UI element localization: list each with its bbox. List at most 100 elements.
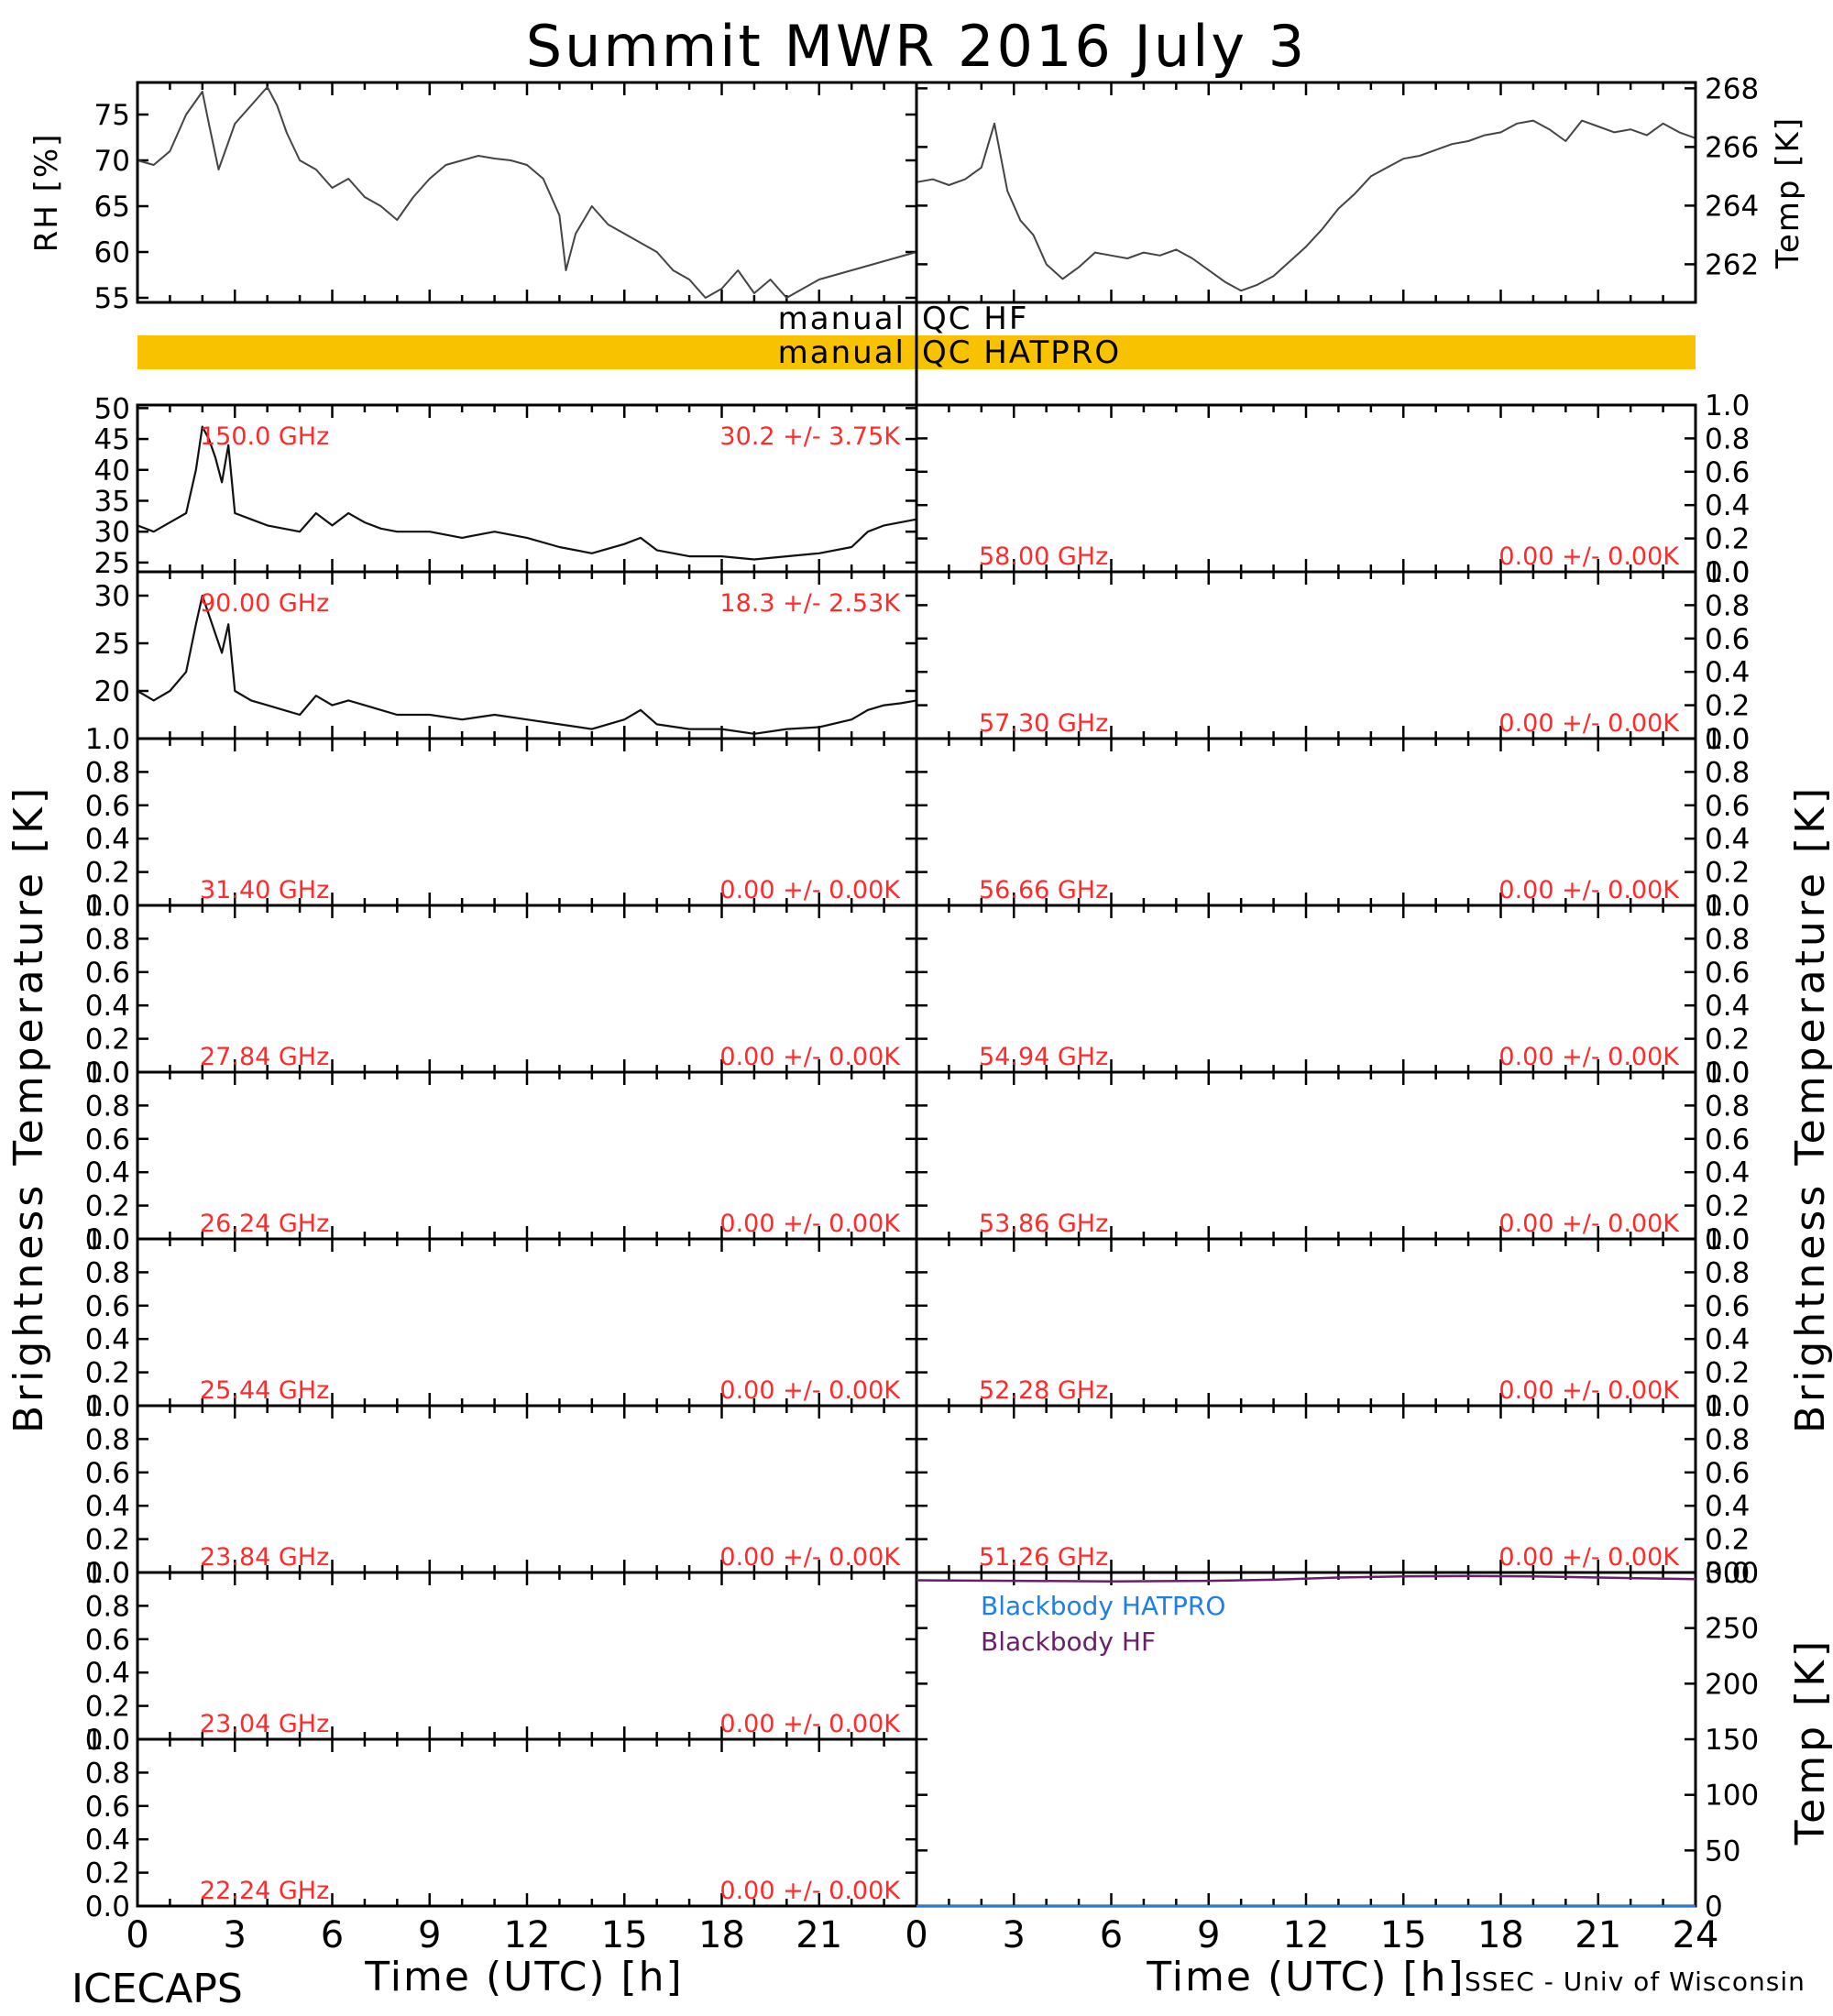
y-tick-label: 0.4 xyxy=(85,990,130,1023)
y-tick-label: 0.2 xyxy=(1705,1524,1750,1557)
met-left-frame xyxy=(136,81,918,304)
y-tick-label: 0.2 xyxy=(85,1024,130,1057)
y-tick-label: 0.4 xyxy=(1705,1323,1750,1356)
y-tick-label: 1.0 xyxy=(85,1223,130,1256)
y-tick-label: 0.8 xyxy=(85,1757,130,1790)
y-tick-label: 1.0 xyxy=(85,1057,130,1090)
y-tick-label: 0.2 xyxy=(1705,857,1750,890)
panel-ch-58.00-stat-label: 0.00 +/- 0.00K xyxy=(1498,542,1680,571)
y-tick-label: 0.0 xyxy=(1705,556,1750,589)
x-tick-label: 21 xyxy=(796,1914,842,1956)
panel-ch-90-channel-label: 90.00 GHz xyxy=(200,589,329,618)
y-tick-label: 0.0 xyxy=(85,1557,130,1590)
y-tick-label: 0.0 xyxy=(1705,1557,1750,1590)
x-tick-label: 6 xyxy=(1100,1914,1123,1956)
x-tick-label: 21 xyxy=(1575,1914,1621,1956)
panel-ch-90-yticks: 20 25 30 xyxy=(94,580,916,708)
x-tick-label: 0 xyxy=(126,1914,148,1956)
panel-ch-25.44-yticks: 0.00.20.40.60.81.0 xyxy=(85,1223,916,1423)
y-tick-label: 0.6 xyxy=(1705,957,1750,990)
panel-ch-23.84-yticks: 0.00.20.40.60.81.0 xyxy=(85,1390,916,1590)
y-tick-label: 30 xyxy=(94,580,130,613)
y-tick-label: 1.0 xyxy=(1705,1390,1750,1423)
y-tick-label: 264 xyxy=(1705,190,1759,223)
y-tick-label: 0.0 xyxy=(1705,1223,1750,1256)
y-tick-label: 0.4 xyxy=(1705,1490,1750,1523)
y-tick-label: 0.2 xyxy=(1705,1357,1750,1390)
panel-ch-56.66-stat-label: 0.00 +/- 0.00K xyxy=(1498,876,1680,904)
panel-ch-27.84-stat-label: 0.00 +/- 0.00K xyxy=(719,1043,901,1071)
y-tick-label: 0.8 xyxy=(85,1590,130,1623)
panel-ch-58.00-xticks xyxy=(915,405,1697,572)
y-tick-label: 0.8 xyxy=(1705,923,1750,956)
panel-ch-31.40-xticks xyxy=(136,739,918,905)
panel-ch-26.24-yticks: 0.00.20.40.60.81.0 xyxy=(85,1057,916,1256)
panel-ch-25.44-channel-label: 25.44 GHz xyxy=(200,1376,329,1405)
y-tick-label: 0.6 xyxy=(1705,790,1750,823)
y-tick-label: 0.6 xyxy=(85,790,130,823)
y-tick-label: 0.8 xyxy=(85,1256,130,1289)
y-tick-label: 268 xyxy=(1705,72,1759,105)
y-tick-label: 0.4 xyxy=(85,1323,130,1356)
y-tick-label: 70 xyxy=(94,145,130,178)
y-tick-label: 262 xyxy=(1705,248,1759,281)
x-tick-label: 18 xyxy=(698,1914,745,1956)
y-tick-label: 0.8 xyxy=(85,756,130,789)
x-tick-label: 0 xyxy=(905,1914,927,1956)
y-tick-label: 0.6 xyxy=(85,1123,130,1156)
panel-ch-31.40-channel-label: 31.40 GHz xyxy=(200,876,329,904)
y-tick-label: 0.6 xyxy=(85,1791,130,1824)
y-tick-label: 0.0 xyxy=(85,1390,130,1423)
y-tick-label: 0.4 xyxy=(1705,990,1750,1023)
y-tick-label: 35 xyxy=(94,485,130,518)
y-tick-label: 0.2 xyxy=(1705,1024,1750,1057)
y-tick-label: 1.0 xyxy=(85,723,130,756)
y-tick-label: 0.8 xyxy=(1705,1423,1750,1456)
brightness-temperature-label-left: Brightness Temperature [K] xyxy=(5,784,52,1433)
blackbody-temp-axis-label: Temp [K] xyxy=(1787,1638,1833,1846)
met-right-line xyxy=(916,119,1696,292)
y-tick-label: 1.0 xyxy=(85,890,130,923)
brightness-temperature-label-right: Brightness Temperature [K] xyxy=(1787,784,1833,1433)
qc-hf-label: QC HF xyxy=(922,301,1028,337)
y-tick-label: 0.0 xyxy=(85,890,130,923)
y-tick-label: 100 xyxy=(1705,1780,1759,1813)
y-tick-label: 0.6 xyxy=(1705,456,1750,489)
legend-entry-1: Blackbody HF xyxy=(981,1627,1156,1657)
y-tick-label: 0.4 xyxy=(85,1490,130,1523)
panel-ch-22.24-stat-label: 0.00 +/- 0.00K xyxy=(719,1877,901,1905)
y-tick-label: 1.0 xyxy=(85,1390,130,1423)
panel-ch-27.84-xticks xyxy=(136,905,918,1072)
y-tick-label: 75 xyxy=(94,99,130,132)
y-tick-label: 0.8 xyxy=(1705,1090,1750,1123)
y-tick-label: 150 xyxy=(1705,1724,1759,1757)
x-tick-label: 9 xyxy=(418,1914,441,1956)
x-tick-label: 12 xyxy=(1283,1914,1330,1956)
y-tick-label: 0.8 xyxy=(85,923,130,956)
panel-ch-53.86-channel-label: 53.86 GHz xyxy=(979,1210,1108,1238)
panel-ch-52.28-stat-label: 0.00 +/- 0.00K xyxy=(1498,1376,1680,1405)
panel-ch-57.30-stat-label: 0.00 +/- 0.00K xyxy=(1498,709,1680,738)
y-tick-label: 50 xyxy=(1705,1835,1740,1868)
panel-ch-22.24-channel-label: 22.24 GHz xyxy=(200,1877,329,1905)
y-tick-label: 0.2 xyxy=(85,1357,130,1390)
panel-ch-22.24-xticks xyxy=(136,1739,918,1906)
panel-ch-52.28-xticks xyxy=(915,1239,1697,1406)
legend-entry-0: Blackbody HATPRO xyxy=(981,1591,1225,1621)
y-tick-label: 0.8 xyxy=(1705,1256,1750,1289)
y-tick-label: 0.4 xyxy=(85,823,130,856)
panel-ch-57.30-yticks: 0.00.20.40.60.81.0 xyxy=(916,556,1750,756)
panel-ch-150-channel-label: 150.0 GHz xyxy=(200,422,329,451)
panel-ch-25.44-xticks xyxy=(136,1239,918,1406)
y-tick-label: 266 xyxy=(1705,131,1759,164)
panel-ch-52.28-channel-label: 52.28 GHz xyxy=(979,1376,1108,1405)
y-tick-label: 25 xyxy=(94,628,130,661)
temp-axis-label: Temp [K] xyxy=(1770,116,1806,269)
y-tick-label: 55 xyxy=(94,282,130,315)
y-tick-label: 25 xyxy=(94,547,130,580)
panel-ch-23.04-stat-label: 0.00 +/- 0.00K xyxy=(719,1710,901,1738)
y-tick-label: 45 xyxy=(94,423,130,456)
panel-ch-25.44-stat-label: 0.00 +/- 0.00K xyxy=(719,1376,901,1405)
y-tick-label: 0.0 xyxy=(1705,723,1750,756)
